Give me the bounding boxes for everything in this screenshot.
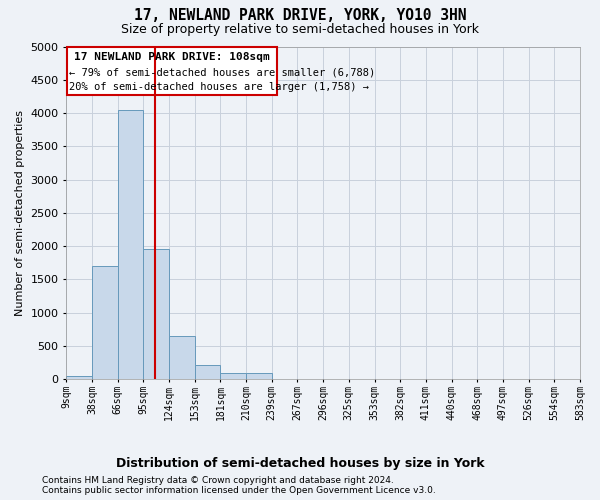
Y-axis label: Number of semi-detached properties: Number of semi-detached properties	[15, 110, 25, 316]
Text: Contains HM Land Registry data © Crown copyright and database right 2024.: Contains HM Land Registry data © Crown c…	[42, 476, 394, 485]
Bar	[143, 250, 169, 379]
Text: 20% of semi-detached houses are larger (1,758) →: 20% of semi-detached houses are larger (…	[70, 82, 370, 92]
Text: ← 79% of semi-detached houses are smaller (6,788): ← 79% of semi-detached houses are smalle…	[70, 68, 376, 78]
Text: Distribution of semi-detached houses by size in York: Distribution of semi-detached houses by …	[116, 458, 484, 470]
Bar	[118, 110, 143, 379]
Bar	[92, 266, 118, 379]
Bar	[169, 336, 195, 379]
Text: 17, NEWLAND PARK DRIVE, YORK, YO10 3HN: 17, NEWLAND PARK DRIVE, YORK, YO10 3HN	[134, 8, 466, 22]
Text: Contains public sector information licensed under the Open Government Licence v3: Contains public sector information licen…	[42, 486, 436, 495]
Text: Size of property relative to semi-detached houses in York: Size of property relative to semi-detach…	[121, 22, 479, 36]
Bar	[195, 364, 220, 379]
Text: 17 NEWLAND PARK DRIVE: 108sqm: 17 NEWLAND PARK DRIVE: 108sqm	[74, 52, 270, 62]
FancyBboxPatch shape	[67, 47, 277, 95]
Bar	[246, 372, 272, 379]
Bar	[67, 376, 92, 379]
Bar	[220, 372, 246, 379]
